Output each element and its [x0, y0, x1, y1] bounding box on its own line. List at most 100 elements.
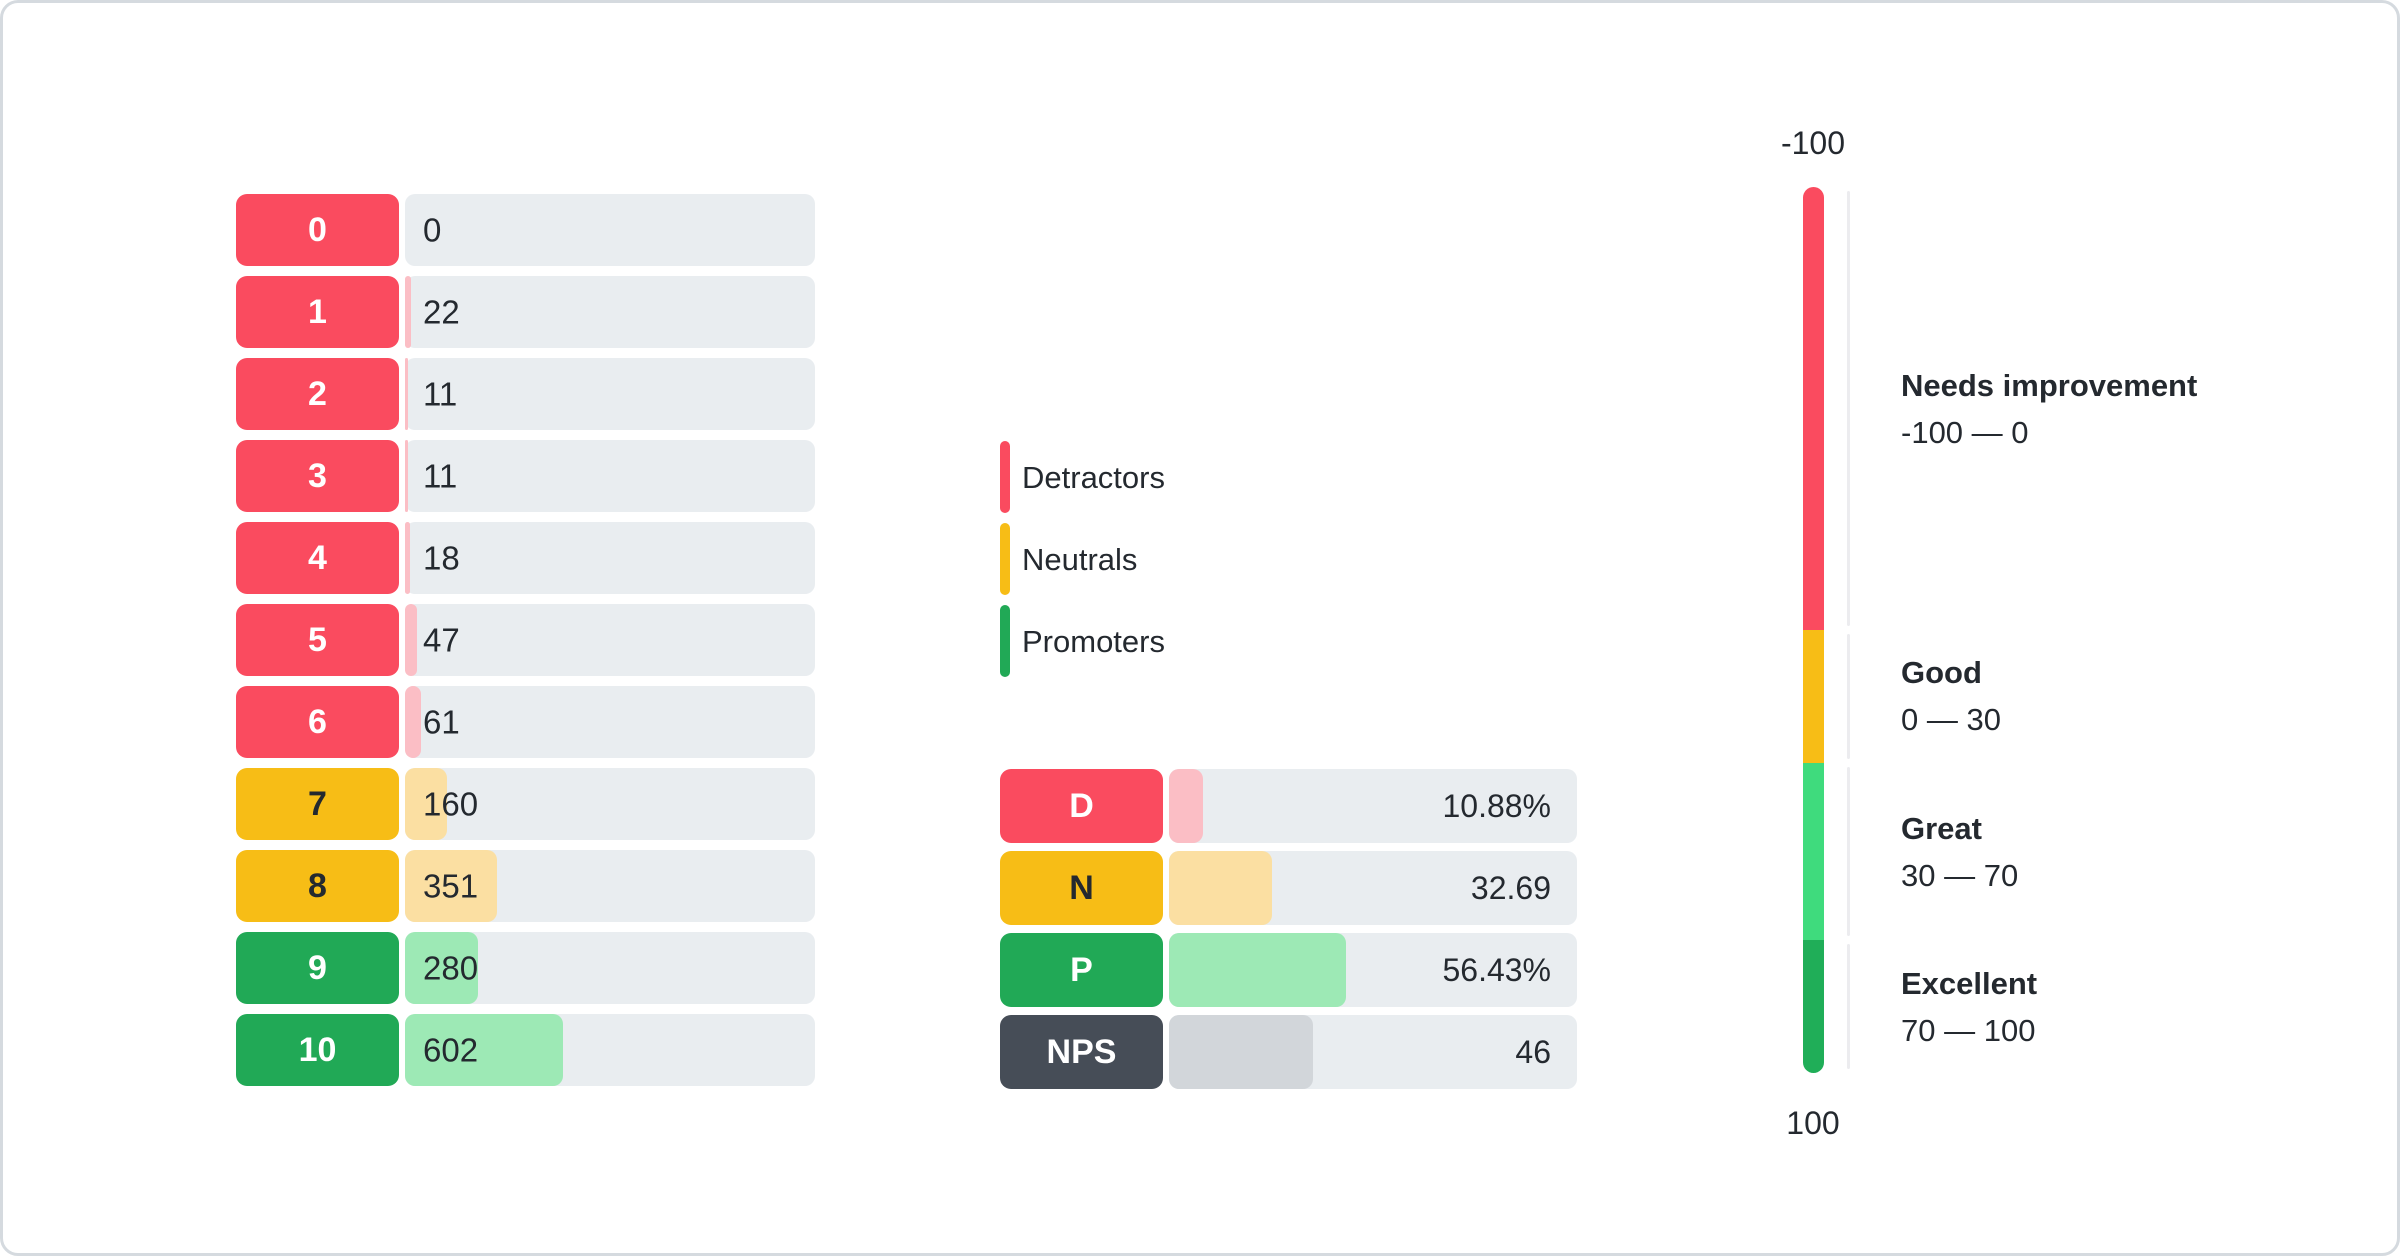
summary-chip-nps: NPS — [1000, 1015, 1163, 1089]
score-row-6: 6 61 — [236, 686, 815, 758]
gauge-segment-needs-improvement — [1803, 187, 1824, 630]
gauge-band-title: Good — [1901, 655, 1982, 691]
gauge-guide-line — [1847, 634, 1850, 759]
score-row-1: 1 22 — [236, 276, 815, 348]
gauge-guide-line — [1847, 766, 1850, 937]
score-count-value: 602 — [423, 1031, 479, 1069]
score-count-value: 280 — [423, 949, 479, 987]
score-bar-fill — [405, 440, 408, 512]
legend-item-detractor: Detractors — [1000, 441, 1165, 513]
score-button-8[interactable]: 8 — [236, 850, 399, 922]
score-count-value: 47 — [423, 621, 460, 659]
summary-row-d: D 10.88% — [1000, 769, 1577, 843]
score-bar-track: 160 — [405, 768, 815, 840]
legend-label: Detractors — [1022, 459, 1165, 495]
score-bar-track: 0 — [405, 194, 815, 266]
legend-item-promoter: Promoters — [1000, 605, 1165, 677]
score-bar-fill — [405, 358, 408, 430]
gauge-band-range: 0 — 30 — [1901, 702, 2001, 738]
gauge-band-title: Excellent — [1901, 965, 2038, 1001]
nps-summary-bars: D 10.88% N 32.69 P 56.43% NPS 46 — [1000, 769, 1577, 1089]
score-count-value: 351 — [423, 867, 479, 905]
score-count-value: 18 — [423, 539, 460, 577]
score-bar-fill — [405, 604, 418, 676]
summary-bar-track: 32.69 — [1169, 851, 1577, 925]
legend-color-tick — [1000, 523, 1010, 595]
summary-chip-n: N — [1000, 851, 1163, 925]
summary-value: 46 — [1515, 1034, 1551, 1070]
score-bar-fill — [405, 850, 498, 922]
score-bar-track: 18 — [405, 522, 815, 594]
gauge-bar — [1803, 187, 1824, 1073]
summary-row-p: P 56.43% — [1000, 933, 1577, 1007]
summary-chip-d: D — [1000, 769, 1163, 843]
summary-bar-fill — [1169, 851, 1272, 925]
summary-bar-fill — [1169, 769, 1204, 843]
gauge-band-title: Needs improvement — [1901, 367, 2198, 403]
score-bar-track: 47 — [405, 604, 815, 676]
gauge-band-label-group: Excellent 70 — 100 — [1901, 968, 2037, 1046]
score-bar-fill — [405, 768, 447, 840]
score-button-1[interactable]: 1 — [236, 276, 399, 348]
score-button-9[interactable]: 9 — [236, 932, 399, 1004]
gauge-band-title: Great — [1901, 810, 1982, 846]
score-bar-track: 351 — [405, 850, 815, 922]
gauge-band-label-group: Good 0 — 30 — [1901, 657, 2001, 735]
gauge-band-range: 70 — 100 — [1901, 1012, 2036, 1048]
gauge-guide-line — [1847, 191, 1850, 626]
gauge-band-label-group: Great 30 — 70 — [1901, 813, 2018, 891]
gauge-segment-great — [1803, 762, 1824, 941]
score-count-value: 11 — [423, 375, 458, 413]
nps-scale-gauge: -100 100 Needs improvement -100 — 0 Good 0 … — [1781, 127, 2323, 1139]
score-count-value: 61 — [423, 703, 460, 741]
gauge-segment-excellent — [1803, 940, 1824, 1073]
score-button-10[interactable]: 10 — [236, 1014, 399, 1086]
score-row-9: 9 280 — [236, 932, 815, 1004]
gauge-max-label: 100 — [1786, 1105, 1840, 1141]
score-bar-fill — [405, 1014, 563, 1086]
score-button-7[interactable]: 7 — [236, 768, 399, 840]
score-bar-fill — [405, 276, 411, 348]
score-bar-fill — [405, 686, 421, 758]
summary-value: 32.69 — [1470, 870, 1551, 906]
score-button-4[interactable]: 4 — [236, 522, 399, 594]
legend-item-neutral: Neutrals — [1000, 523, 1165, 595]
summary-row-n: N 32.69 — [1000, 851, 1577, 925]
gauge-band-label-group: Needs improvement -100 — 0 — [1901, 370, 2197, 448]
summary-bar-fill — [1169, 933, 1347, 1007]
score-count-value: 11 — [423, 457, 458, 495]
summary-row-nps: NPS 46 — [1000, 1015, 1577, 1089]
summary-value: 56.43% — [1442, 952, 1551, 988]
score-bar-track: 22 — [405, 276, 815, 348]
score-button-3[interactable]: 3 — [236, 440, 399, 512]
gauge-band-range: 30 — 70 — [1901, 857, 2019, 893]
score-button-6[interactable]: 6 — [236, 686, 399, 758]
gauge-guide-line — [1847, 944, 1850, 1069]
score-button-5[interactable]: 5 — [236, 604, 399, 676]
score-row-3: 3 11 — [236, 440, 815, 512]
summary-bar-track: 56.43% — [1169, 933, 1577, 1007]
score-bar-track: 61 — [405, 686, 815, 758]
summary-bar-track: 46 — [1169, 1015, 1577, 1089]
score-row-5: 5 47 — [236, 604, 815, 676]
score-bar-track: 11 — [405, 358, 815, 430]
summary-value: 10.88% — [1442, 788, 1551, 824]
score-bar-fill — [405, 932, 479, 1004]
legend-label: Neutrals — [1022, 541, 1138, 577]
score-button-0[interactable]: 0 — [236, 194, 399, 266]
gauge-band-range: -100 — 0 — [1901, 414, 2029, 450]
legend-color-tick — [1000, 441, 1010, 513]
legend-color-tick — [1000, 605, 1010, 677]
score-button-2[interactable]: 2 — [236, 358, 399, 430]
nps-legend: Detractors Neutrals Promoters — [1000, 441, 1165, 677]
score-row-4: 4 18 — [236, 522, 815, 594]
score-count-value: 160 — [423, 785, 479, 823]
legend-label: Promoters — [1022, 623, 1165, 659]
score-row-7: 7 160 — [236, 768, 815, 840]
score-count-value: 22 — [423, 293, 460, 331]
score-distribution-chart: 0 0 1 22 2 11 3 11 4 18 5 47 6 61 7 160 8 351 9 280 10 602 — [236, 194, 815, 1086]
gauge-min-label: -100 — [1780, 125, 1846, 161]
summary-bar-fill — [1169, 1015, 1314, 1089]
